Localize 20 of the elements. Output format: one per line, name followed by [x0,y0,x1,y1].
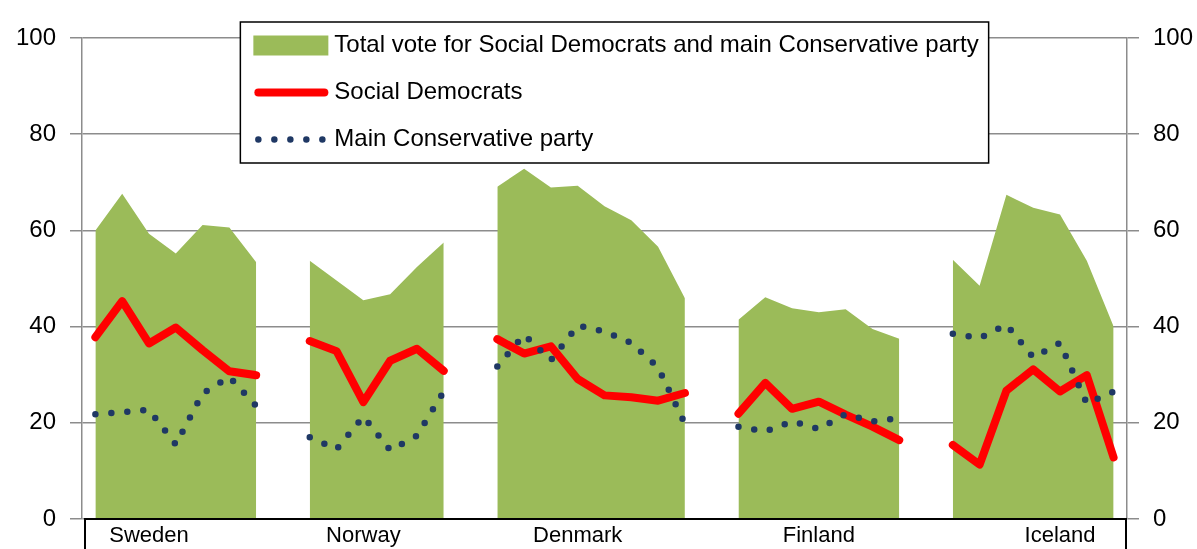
legend-label: Social Democrats [334,77,523,105]
y2-tick-label: 0 [1153,503,1167,531]
y2-tick-label: 60 [1153,215,1180,243]
y2-tick-label: 100 [1153,22,1194,50]
y-tick-label: 0 [42,503,56,531]
y2-tick-label: 40 [1153,311,1180,339]
y-tick-label: 40 [29,311,56,339]
y-tick-label: 60 [29,215,56,243]
y-tick-label: 20 [29,407,56,435]
y2-tick-label: 20 [1153,407,1180,435]
legend-label: Total vote for Social Democrats and main Conservative party [334,30,979,58]
y2-tick-label: 80 [1153,118,1180,146]
y-tick-label: 80 [29,118,56,146]
x-tick-label: Norway [326,522,401,548]
x-tick-label: Finland [782,522,855,548]
x-tick-label: Iceland [1024,522,1096,548]
y-tick-label: 100 [15,22,56,50]
legend-label: Main Conservative party [334,124,594,152]
x-tick-label: Denmark [533,522,624,548]
x-tick-label: Sweden [109,522,189,548]
